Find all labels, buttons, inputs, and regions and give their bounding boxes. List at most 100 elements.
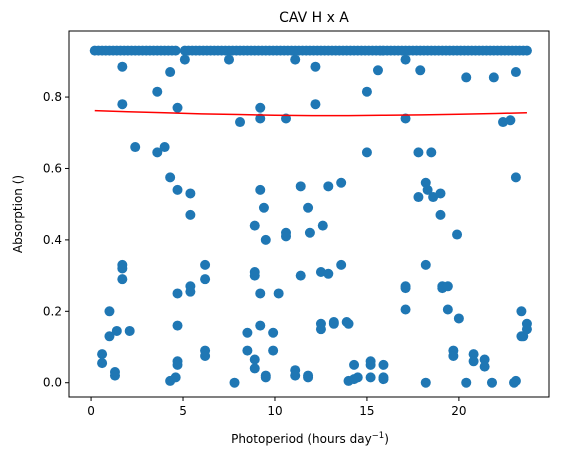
- data-point: [290, 370, 301, 381]
- data-point: [224, 54, 234, 65]
- data-point: [242, 345, 253, 356]
- data-point: [361, 86, 372, 97]
- data-point: [290, 54, 301, 65]
- data-point: [104, 306, 115, 317]
- data-point: [479, 354, 490, 365]
- data-point: [453, 313, 464, 324]
- data-point: [372, 65, 383, 76]
- data-point: [273, 288, 284, 299]
- data-point: [124, 325, 135, 336]
- data-point: [435, 188, 446, 199]
- data-point: [521, 324, 532, 335]
- data-point: [420, 259, 431, 270]
- x-axis-label-main: Photoperiod (hours day: [231, 432, 372, 446]
- data-point: [97, 358, 108, 369]
- data-point: [486, 377, 497, 388]
- data-point: [420, 377, 431, 388]
- data-point: [317, 220, 328, 231]
- y-tick-label: 0.6: [43, 161, 62, 175]
- data-point: [315, 324, 326, 335]
- x-tick-label: 15: [359, 404, 374, 418]
- data-point: [468, 349, 479, 360]
- data-point: [400, 304, 411, 315]
- data-point: [104, 331, 115, 342]
- trend-line: [94, 109, 527, 117]
- chart-title: CAV H x A: [279, 10, 349, 26]
- data-point: [328, 318, 339, 329]
- data-point: [242, 327, 253, 338]
- x-tick-label: 20: [451, 404, 466, 418]
- data-point: [255, 102, 266, 113]
- data-point: [461, 72, 472, 83]
- data-point: [336, 177, 347, 188]
- data-point: [249, 363, 260, 374]
- data-point: [172, 288, 183, 299]
- data-point: [130, 142, 141, 153]
- data-point: [295, 270, 306, 281]
- data-point: [516, 331, 527, 342]
- data-point: [165, 172, 176, 183]
- data-point: [117, 99, 128, 110]
- data-point: [365, 372, 376, 383]
- data-point: [378, 374, 389, 385]
- data-point: [255, 113, 266, 124]
- data-point: [413, 147, 424, 158]
- y-axis-label: Absorption (): [11, 175, 25, 253]
- data-point: [200, 259, 211, 270]
- data-point: [378, 359, 389, 370]
- data-point: [185, 188, 196, 199]
- data-point: [249, 220, 260, 231]
- data-point: [510, 67, 521, 78]
- x-axis: 0 5 10 15 20: [87, 397, 467, 418]
- data-point: [117, 274, 128, 285]
- data-point: [172, 359, 183, 370]
- data-point: [336, 259, 347, 270]
- data-point: [323, 268, 334, 279]
- data-point: [255, 184, 266, 195]
- data-point: [516, 306, 527, 317]
- data-point: [260, 234, 271, 245]
- data-point: [343, 318, 354, 329]
- data-point: [249, 270, 260, 281]
- data-point: [310, 61, 321, 72]
- data-point: [415, 65, 426, 76]
- data-point: [185, 286, 196, 297]
- data-point: [152, 147, 163, 158]
- data-point: [109, 370, 120, 381]
- data-point: [442, 304, 453, 315]
- data-point: [488, 72, 499, 83]
- data-point: [413, 192, 424, 203]
- data-point: [479, 361, 490, 372]
- data-point: [510, 375, 521, 386]
- data-point: [255, 320, 266, 331]
- data-point: [303, 372, 314, 383]
- x-axis-label: Photoperiod (hours day−1): [231, 431, 389, 446]
- y-tick-label: 0.2: [43, 304, 62, 318]
- data-point: [258, 202, 269, 213]
- data-point: [260, 372, 271, 383]
- data-point: [172, 102, 183, 113]
- data-point: [365, 359, 376, 370]
- data-point: [323, 181, 334, 192]
- data-point: [165, 67, 176, 78]
- data-point: [172, 184, 183, 195]
- data-point: [200, 350, 211, 361]
- x-tick-label: 10: [267, 404, 282, 418]
- y-axis: 0.0 0.2 0.4 0.6 0.8: [43, 90, 69, 390]
- data-point: [510, 172, 521, 183]
- data-point: [452, 229, 463, 240]
- data-point: [310, 99, 321, 110]
- data-point: [159, 142, 170, 153]
- x-tick-label: 5: [179, 404, 187, 418]
- x-tick-label: 0: [87, 404, 95, 418]
- data-point: [400, 113, 411, 124]
- data-point: [361, 147, 372, 158]
- data-point: [461, 377, 472, 388]
- data-point: [179, 54, 190, 65]
- data-point: [117, 61, 128, 72]
- data-point: [200, 274, 211, 285]
- data-point: [435, 209, 446, 220]
- data-point: [426, 147, 437, 158]
- data-point: [255, 288, 266, 299]
- data-point: [281, 231, 292, 242]
